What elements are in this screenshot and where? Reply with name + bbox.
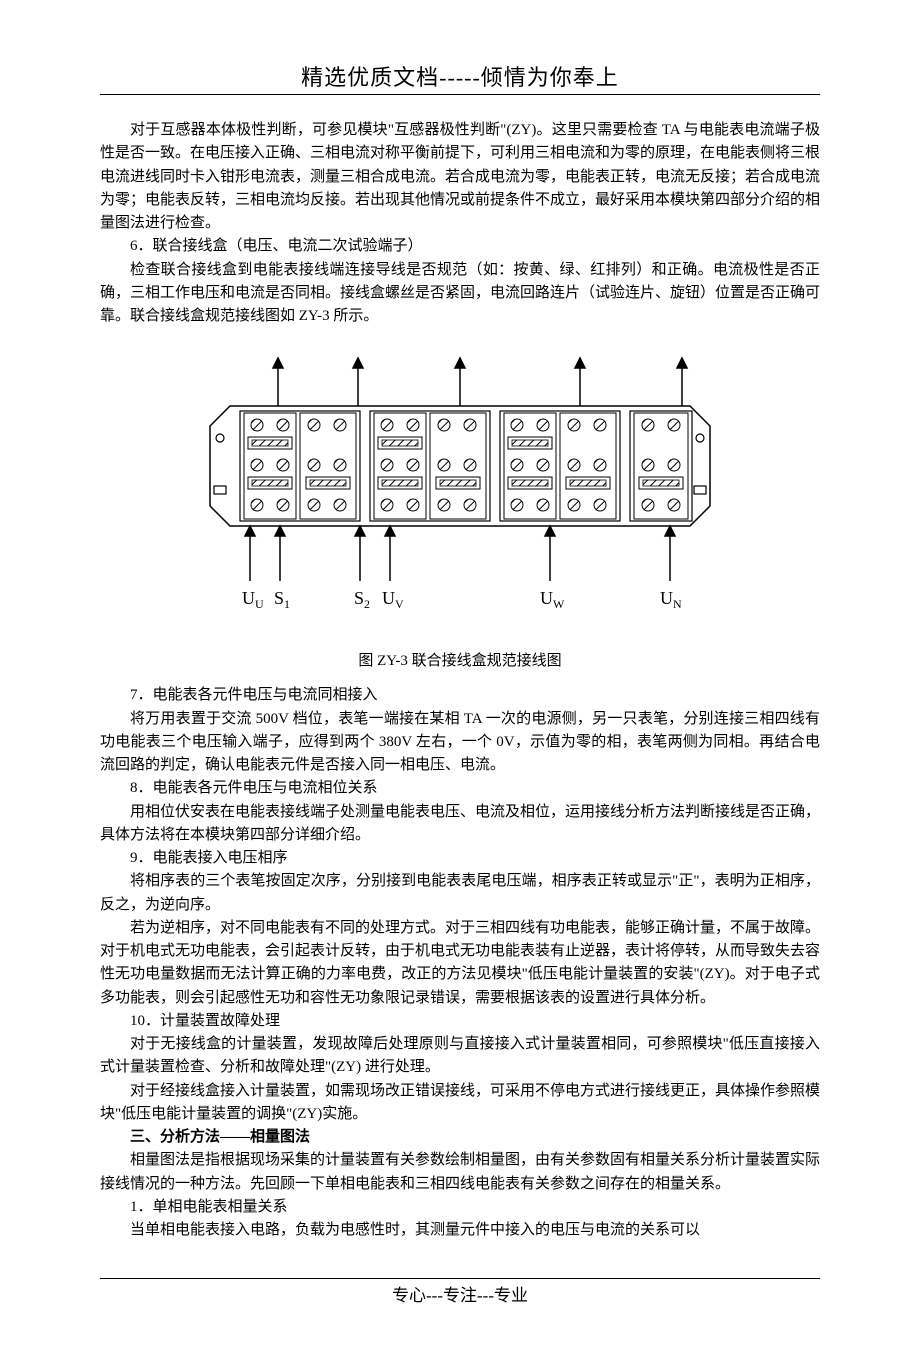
body-content: 对于互感器本体极性判断，可参见模块"互感器极性判断"(ZY)。这里只需要检查 T… bbox=[100, 119, 820, 328]
header-rule bbox=[100, 94, 820, 95]
section-heading-7: 7．电能表各元件电压与电流同相接入 bbox=[100, 684, 820, 707]
svg-text:S1: S1 bbox=[274, 588, 290, 611]
page-footer: 专心---专注---专业 bbox=[100, 1278, 820, 1306]
paragraph: 若为逆相序，对不同电能表有不同的处理方式。对于三相四线有功电能表，能够正确计量，… bbox=[100, 917, 820, 1010]
section-heading-10: 10．计量装置故障处理 bbox=[100, 1010, 820, 1033]
paragraph: 对于互感器本体极性判断，可参见模块"互感器极性判断"(ZY)。这里只需要检查 T… bbox=[100, 119, 820, 235]
paragraph: 对于无接线盒的计量装置，发现故障后处理原则与直接接入式计量装置相同，可参照模块"… bbox=[100, 1033, 820, 1080]
svg-text:UV: UV bbox=[382, 588, 404, 611]
svg-text:S2: S2 bbox=[354, 588, 370, 611]
document-page: 精选优质文档-----倾情为你奉上 对于互感器本体极性判断，可参见模块"互感器极… bbox=[0, 0, 920, 1346]
section-heading-3-main: 三、分析方法——相量图法 bbox=[100, 1126, 820, 1149]
section-heading-1-1: 1．单相电能表相量关系 bbox=[100, 1196, 820, 1219]
page-header-title: 精选优质文档-----倾情为你奉上 bbox=[100, 60, 820, 92]
svg-text:UW: UW bbox=[540, 588, 565, 611]
paragraph: 对于经接线盒接入计量装置，如需现场改正错误接线，可采用不停电方式进行接线更正，具… bbox=[100, 1080, 820, 1127]
paragraph: 检查联合接线盒到电能表接线端连接导线是否规范（如：按黄、绿、红排列）和正确。电流… bbox=[100, 259, 820, 329]
figure-caption: 图 ZY-3 联合接线盒规范接线图 bbox=[100, 649, 820, 670]
svg-text:UN: UN bbox=[660, 588, 682, 611]
paragraph: 用相位伏安表在电能表接线端子处测量电能表电压、电流及相位，运用接线分析方法判断接… bbox=[100, 801, 820, 848]
paragraph: 相量图法是指根据现场采集的计量装置有关参数绘制相量图，由有关参数固有相量关系分析… bbox=[100, 1149, 820, 1196]
section-heading-8: 8．电能表各元件电压与电流相位关系 bbox=[100, 777, 820, 800]
figure-zy3: UU S1 S2 UV UW UN bbox=[100, 346, 820, 631]
section-heading-9: 9．电能表接入电压相序 bbox=[100, 847, 820, 870]
body-content-2: 7．电能表各元件电压与电流同相接入 将万用表置于交流 500V 档位，表笔一端接… bbox=[100, 684, 820, 1242]
section-heading-6: 6．联合接线盒（电压、电流二次试验端子） bbox=[100, 235, 820, 258]
top-arrows bbox=[273, 358, 687, 406]
bottom-labels: UU S1 S2 UV UW UN bbox=[242, 588, 682, 611]
wiring-diagram-svg: UU S1 S2 UV UW UN bbox=[180, 346, 740, 626]
bottom-arrows bbox=[245, 526, 675, 581]
paragraph: 将相序表的三个表笔按固定次序，分别接到电能表表尾电压端，相序表正转或显示"正"，… bbox=[100, 870, 820, 917]
paragraph: 将万用表置于交流 500V 档位，表笔一端接在某相 TA 一次的电源侧，另一只表… bbox=[100, 708, 820, 778]
svg-text:UU: UU bbox=[242, 588, 264, 611]
paragraph: 当单相电能表接入电路，负载为电感性时，其测量元件中接入的电压与电流的关系可以 bbox=[100, 1219, 820, 1242]
